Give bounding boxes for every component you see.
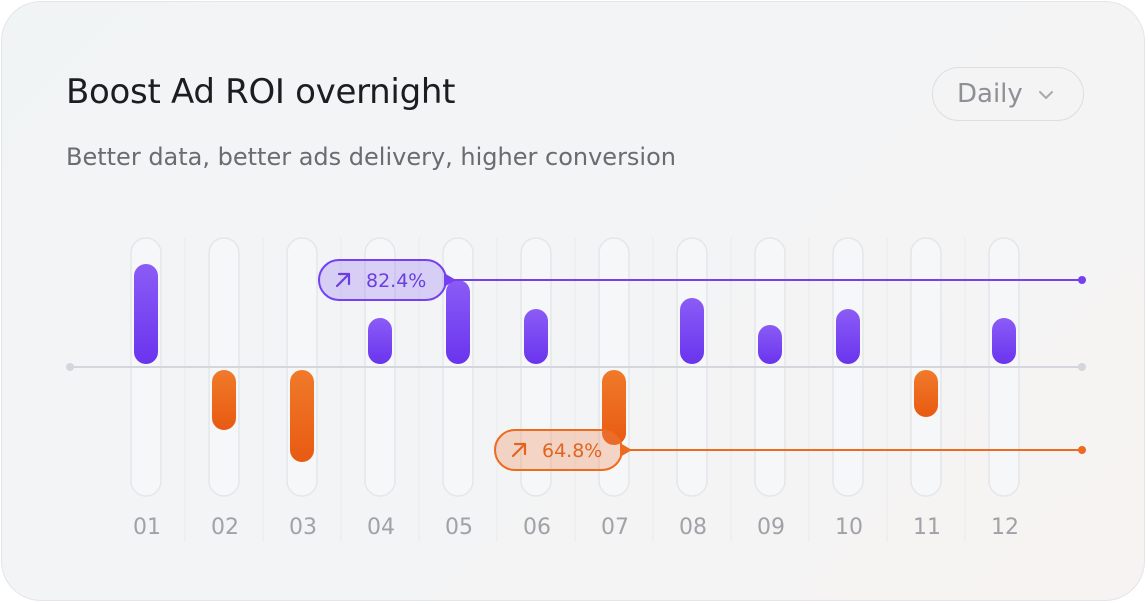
x-tick-label: 02 xyxy=(211,515,239,540)
card-subtitle: Better data, better ads delivery, higher… xyxy=(66,143,676,171)
x-tick-label: 03 xyxy=(289,515,317,540)
x-tick-label: 10 xyxy=(835,515,863,540)
bar-negative xyxy=(290,370,314,462)
bar-positive xyxy=(680,298,704,364)
x-tick-label: 11 xyxy=(913,515,941,540)
callout-pointer xyxy=(444,273,456,287)
bar-positive xyxy=(836,309,860,364)
x-tick-label: 01 xyxy=(133,515,161,540)
x-tick-label: 09 xyxy=(757,515,785,540)
x-tick-label: 12 xyxy=(991,515,1019,540)
bar-positive xyxy=(368,318,392,364)
x-tick-label: 08 xyxy=(679,515,707,540)
baseline-end-dot xyxy=(1078,363,1086,371)
x-tick-label: 04 xyxy=(367,515,395,540)
bar-positive xyxy=(446,280,470,364)
x-tick-label: 07 xyxy=(601,515,629,540)
arrow-up-right-icon xyxy=(511,442,527,458)
bar-positive xyxy=(134,264,158,364)
callout-end-dot xyxy=(1078,276,1086,284)
callout-positive-label: 82.4% xyxy=(366,270,426,292)
arrow-up-right-icon xyxy=(335,272,351,288)
bar-negative xyxy=(602,370,626,445)
bar-positive xyxy=(758,325,782,364)
x-tick-label: 06 xyxy=(523,515,551,540)
bar-positive xyxy=(992,318,1016,364)
baseline-start-dot xyxy=(66,363,74,371)
callout-end-dot xyxy=(1078,446,1086,454)
bar-negative xyxy=(212,370,236,430)
chevron-down-icon xyxy=(1038,91,1053,99)
x-tick-label: 05 xyxy=(445,515,473,540)
bar-positive xyxy=(524,309,548,364)
card-title: Boost Ad ROI overnight xyxy=(66,72,456,112)
callout-pointer xyxy=(620,443,632,457)
bar-negative xyxy=(914,370,938,417)
callout-negative-label: 64.8% xyxy=(542,440,602,462)
period-dropdown[interactable]: Daily xyxy=(932,67,1084,121)
period-dropdown-value: Daily xyxy=(957,79,1023,109)
